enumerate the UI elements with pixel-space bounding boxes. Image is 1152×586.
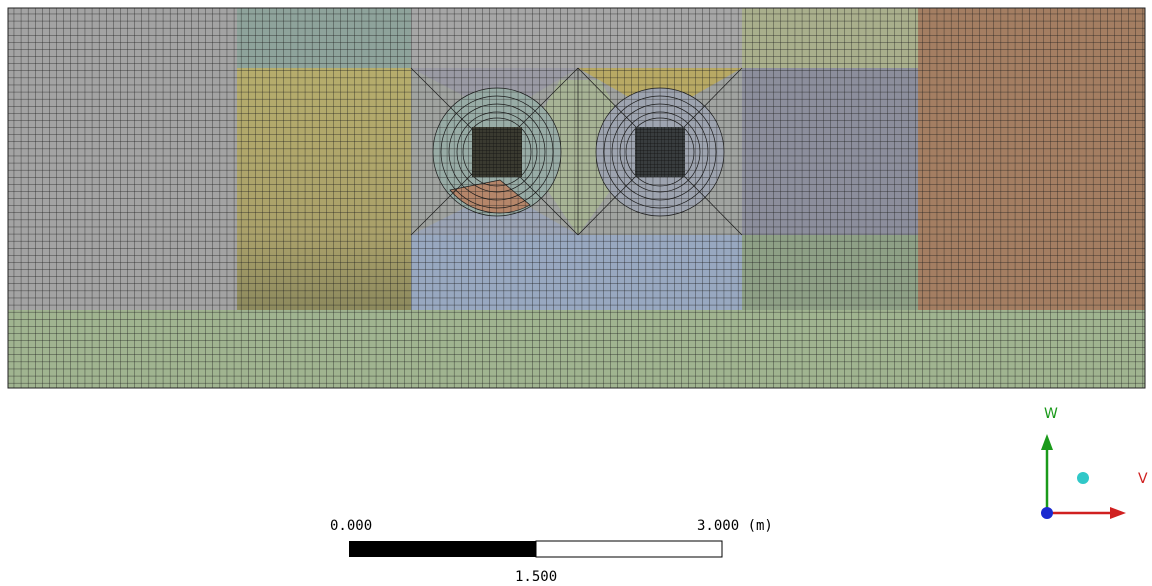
scale-start-label: 0.000 [330,518,372,534]
axis-w-label: W [1044,406,1058,422]
mesh [8,8,1145,388]
scale-bar: 0.000 3.000 (m) 1.500 [330,518,773,585]
axis-v-label: V [1138,471,1148,487]
viewport: 0.000 3.000 (m) 1.500 W V [0,0,1152,586]
scale-end-label: 3.000 (m) [697,518,773,534]
axis-triad: W V [1041,406,1148,519]
scale-mid-label: 1.500 [515,569,557,585]
